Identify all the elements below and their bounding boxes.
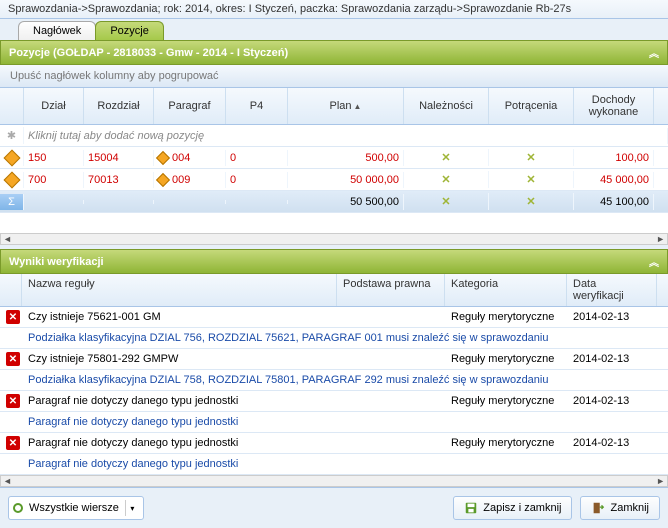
- col-paragraf[interactable]: Paragraf: [154, 88, 226, 124]
- tab-positions[interactable]: Pozycje: [95, 21, 164, 40]
- tab-bar: Nagłówek Pozycje: [0, 19, 668, 40]
- col-rozdzial[interactable]: Rozdział: [84, 88, 154, 124]
- verify-row[interactable]: ✕ Czy istnieje 75621-001 GM Reguły meryt…: [0, 307, 668, 328]
- sum-row: Σ 50 500,00 ✕ ✕ 45 100,00: [0, 191, 668, 213]
- collapse-icon[interactable]: ︽: [649, 45, 659, 60]
- sort-asc-icon: ▲: [354, 102, 362, 111]
- circle-icon: [13, 503, 23, 513]
- verify-title: Wyniki weryfikacji: [9, 256, 104, 268]
- verify-detail: Paragraf nie dotyczy danego typu jednost…: [0, 412, 668, 433]
- col-category[interactable]: Kategoria: [445, 274, 567, 306]
- error-icon: ✕: [6, 310, 20, 324]
- table-row[interactable]: 150 15004 004 0 500,00 ✕ ✕ 100,00: [0, 147, 668, 169]
- footer: Wszystkie wiersze ▾ Zapisz i zamknij Zam…: [0, 487, 668, 528]
- close-button[interactable]: Zamknij: [580, 496, 660, 520]
- x-icon: ✕: [408, 195, 484, 208]
- col-dzial[interactable]: Dział: [24, 88, 84, 124]
- verify-detail: Podziałka klasyfikacyjna DZIAL 758, ROZD…: [0, 370, 668, 391]
- verify-row[interactable]: ✕ Paragraf nie dotyczy danego typu jedno…: [0, 433, 668, 454]
- verify-row[interactable]: ✕ Czy istnieje 75801-292 GMPW Reguły mer…: [0, 349, 668, 370]
- warning-icon: [156, 150, 170, 164]
- col-basis[interactable]: Podstawa prawna: [337, 274, 445, 306]
- positions-panel-header: Pozycje (GOŁDAP - 2818033 - Gmw - 2014 -…: [0, 40, 668, 65]
- x-icon: ✕: [408, 151, 484, 164]
- verify-detail: Paragraf nie dotyczy danego typu jednost…: [0, 454, 668, 475]
- save-close-button[interactable]: Zapisz i zamknij: [453, 496, 572, 520]
- positions-grid: Dział Rozdział Paragraf P4 Plan▲ Należno…: [0, 88, 668, 233]
- new-row[interactable]: ✱ Kliknij tutaj aby dodać nową pozycję: [0, 125, 668, 147]
- col-plan[interactable]: Plan▲: [288, 88, 404, 124]
- x-icon: ✕: [493, 151, 569, 164]
- error-icon: ✕: [6, 436, 20, 450]
- sigma-icon: Σ: [0, 194, 24, 210]
- col-dochody[interactable]: Dochody wykonane: [574, 88, 654, 124]
- col-date[interactable]: Data weryfikacji: [567, 274, 657, 306]
- col-indicator: [0, 88, 24, 124]
- grid-header: Dział Rozdział Paragraf P4 Plan▲ Należno…: [0, 88, 668, 125]
- col-potracenia[interactable]: Potrącenia: [489, 88, 574, 124]
- breadcrumb: Sprawozdania->Sprawozdania; rok: 2014, o…: [0, 0, 668, 19]
- verify-grid: ✕ Czy istnieje 75621-001 GM Reguły meryt…: [0, 307, 668, 475]
- save-icon: [464, 501, 478, 515]
- x-icon: ✕: [493, 195, 569, 208]
- h-scrollbar[interactable]: ◄►: [0, 233, 668, 245]
- warning-icon: [156, 172, 170, 186]
- door-icon: [591, 501, 605, 515]
- warning-icon: [3, 171, 20, 188]
- verify-header: Nazwa reguły Podstawa prawna Kategoria D…: [0, 274, 668, 307]
- chevron-down-icon: ▾: [125, 500, 139, 516]
- col-indicator: [0, 274, 22, 306]
- table-row[interactable]: 700 70013 009 0 50 000,00 ✕ ✕ 45 000,00: [0, 169, 668, 191]
- warning-icon: [3, 149, 20, 166]
- error-icon: ✕: [6, 352, 20, 366]
- col-name[interactable]: Nazwa reguły: [22, 274, 337, 306]
- filter-combo[interactable]: Wszystkie wiersze ▾: [8, 496, 144, 520]
- positions-title: Pozycje (GOŁDAP - 2818033 - Gmw - 2014 -…: [9, 47, 288, 59]
- collapse-icon[interactable]: ︽: [649, 254, 659, 269]
- verify-panel-header: Wyniki weryfikacji ︽: [0, 249, 668, 274]
- error-icon: ✕: [6, 394, 20, 408]
- x-icon: ✕: [408, 173, 484, 186]
- verify-detail: Podziałka klasyfikacyjna DZIAL 756, ROZD…: [0, 328, 668, 349]
- tab-header[interactable]: Nagłówek: [18, 21, 96, 40]
- x-icon: ✕: [493, 173, 569, 186]
- col-p4[interactable]: P4: [226, 88, 288, 124]
- verify-row[interactable]: ✕ Paragraf nie dotyczy danego typu jedno…: [0, 391, 668, 412]
- group-hint[interactable]: Upuść nagłówek kolumny aby pogrupować: [0, 65, 668, 88]
- h-scrollbar[interactable]: ◄►: [0, 475, 668, 487]
- col-naleznosci[interactable]: Należności: [404, 88, 489, 124]
